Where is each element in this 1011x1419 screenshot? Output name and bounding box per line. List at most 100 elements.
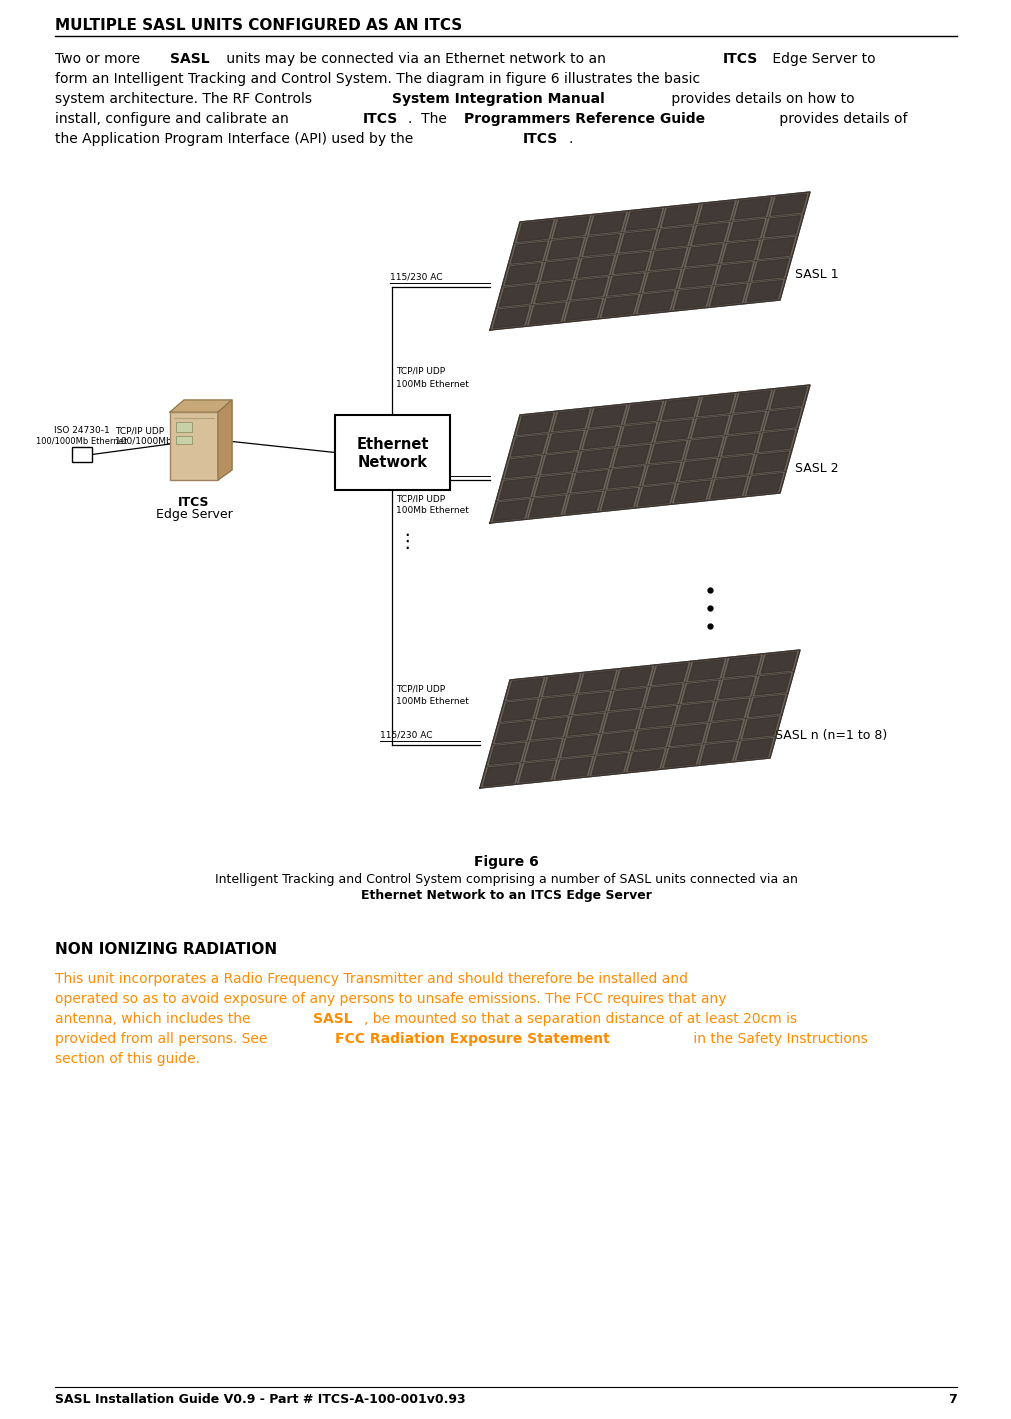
- Polygon shape: [547, 431, 582, 453]
- Polygon shape: [626, 209, 661, 230]
- Polygon shape: [500, 700, 537, 721]
- Polygon shape: [662, 206, 698, 227]
- Polygon shape: [567, 714, 603, 735]
- Text: in the Safety Instructions: in the Safety Instructions: [688, 1032, 867, 1046]
- Polygon shape: [674, 288, 710, 309]
- Polygon shape: [716, 455, 751, 477]
- Polygon shape: [640, 707, 675, 728]
- Polygon shape: [682, 681, 718, 702]
- Polygon shape: [716, 263, 751, 284]
- Text: provides details on how to: provides details on how to: [666, 92, 853, 106]
- Polygon shape: [511, 434, 546, 455]
- Polygon shape: [498, 285, 535, 307]
- Polygon shape: [504, 457, 540, 478]
- Text: 115/230 AC: 115/230 AC: [389, 272, 442, 282]
- Polygon shape: [685, 437, 722, 458]
- Polygon shape: [650, 248, 685, 270]
- Text: SASL n (n=1 to 8): SASL n (n=1 to 8): [774, 728, 887, 742]
- Polygon shape: [710, 284, 746, 305]
- Polygon shape: [752, 258, 788, 280]
- Polygon shape: [577, 448, 613, 470]
- Text: Ethernet Network to an ITCS Edge Server: Ethernet Network to an ITCS Edge Server: [360, 888, 651, 902]
- Polygon shape: [758, 237, 794, 258]
- Polygon shape: [495, 721, 531, 742]
- Polygon shape: [547, 238, 582, 260]
- Text: ITCS: ITCS: [523, 132, 558, 146]
- Polygon shape: [652, 663, 687, 684]
- Text: Ethernet: Ethernet: [356, 437, 429, 453]
- Polygon shape: [517, 220, 552, 241]
- Text: .: .: [568, 132, 572, 146]
- Polygon shape: [626, 402, 661, 423]
- Polygon shape: [770, 387, 806, 409]
- Polygon shape: [634, 728, 669, 749]
- Text: NON IONIZING RADIATION: NON IONIZING RADIATION: [55, 942, 277, 956]
- Bar: [170, 412, 217, 480]
- Text: 100Mb Ethernet: 100Mb Ethernet: [395, 697, 468, 705]
- Text: This unit incorporates a Radio Frequency Transmitter and should therefore be ins: This unit incorporates a Radio Frequency…: [55, 972, 687, 986]
- Text: ITCS: ITCS: [178, 497, 209, 509]
- Polygon shape: [746, 281, 782, 302]
- Polygon shape: [728, 413, 763, 434]
- Text: Network: Network: [357, 455, 427, 470]
- Bar: [335, 414, 450, 490]
- Text: 100Mb Ethernet: 100Mb Ethernet: [395, 507, 468, 515]
- Polygon shape: [489, 192, 809, 331]
- Polygon shape: [483, 765, 519, 786]
- Polygon shape: [692, 223, 727, 244]
- Text: 100/1000Mb Ethernet: 100/1000Mb Ethernet: [36, 436, 127, 446]
- Polygon shape: [589, 406, 625, 427]
- Polygon shape: [754, 674, 790, 695]
- Polygon shape: [758, 430, 794, 451]
- Polygon shape: [571, 278, 607, 299]
- Text: units may be connected via an Ethernet network to an: units may be connected via an Ethernet n…: [221, 53, 610, 67]
- Text: SASL 2: SASL 2: [795, 461, 838, 474]
- Polygon shape: [724, 656, 759, 677]
- Polygon shape: [608, 467, 643, 488]
- Text: the Application Program Interface (API) used by the: the Application Program Interface (API) …: [55, 132, 418, 146]
- Polygon shape: [706, 721, 742, 742]
- Polygon shape: [577, 255, 613, 277]
- Polygon shape: [764, 409, 800, 430]
- Polygon shape: [646, 685, 681, 707]
- Polygon shape: [535, 281, 570, 302]
- Text: MULTIPLE SASL UNITS CONFIGURED AS AN ITCS: MULTIPLE SASL UNITS CONFIGURED AS AN ITC…: [55, 18, 462, 33]
- Polygon shape: [680, 460, 716, 481]
- Polygon shape: [583, 234, 619, 255]
- Text: SASL 1: SASL 1: [795, 268, 838, 281]
- Text: TCP/IP UDP: TCP/IP UDP: [115, 426, 164, 436]
- Polygon shape: [722, 434, 757, 455]
- Polygon shape: [644, 270, 679, 291]
- Polygon shape: [608, 274, 643, 295]
- Polygon shape: [614, 446, 649, 467]
- Polygon shape: [728, 220, 763, 241]
- Polygon shape: [170, 400, 232, 412]
- Polygon shape: [602, 295, 637, 316]
- Polygon shape: [493, 499, 529, 521]
- Polygon shape: [718, 677, 753, 698]
- Text: Programmers Reference Guide: Programmers Reference Guide: [463, 112, 704, 126]
- Polygon shape: [553, 410, 588, 431]
- Polygon shape: [670, 724, 706, 745]
- Text: 7: 7: [947, 1393, 956, 1406]
- Polygon shape: [541, 453, 576, 474]
- Text: Edge Server: Edge Server: [156, 508, 233, 521]
- Polygon shape: [565, 492, 601, 514]
- Polygon shape: [602, 488, 637, 509]
- Polygon shape: [614, 253, 649, 274]
- Polygon shape: [620, 424, 655, 446]
- Text: ITCS: ITCS: [722, 53, 757, 67]
- Polygon shape: [517, 413, 552, 434]
- Polygon shape: [628, 749, 663, 771]
- Polygon shape: [604, 711, 639, 732]
- Polygon shape: [553, 217, 588, 238]
- Text: provides details of: provides details of: [773, 112, 906, 126]
- Polygon shape: [692, 416, 727, 437]
- Polygon shape: [529, 495, 564, 517]
- Polygon shape: [656, 420, 692, 441]
- Polygon shape: [620, 231, 655, 253]
- Text: system architecture. The RF Controls: system architecture. The RF Controls: [55, 92, 316, 106]
- Polygon shape: [493, 307, 529, 328]
- Bar: [72, 447, 92, 463]
- Polygon shape: [561, 735, 596, 756]
